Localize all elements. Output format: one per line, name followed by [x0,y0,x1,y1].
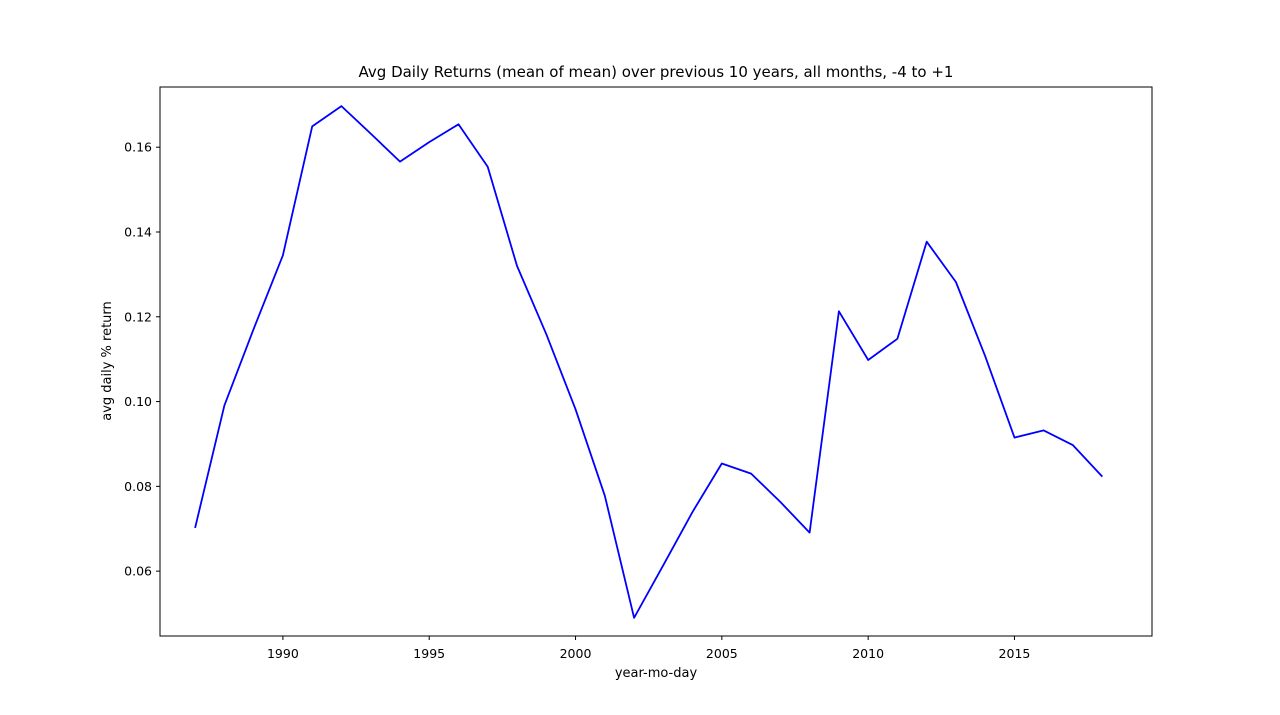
x-axis-label: year-mo-day [615,666,698,681]
x-axis: 1990 1995 2000 2005 2010 2015 [267,636,1030,661]
y-axis: 0.06 0.08 0.10 0.12 0.14 0.16 [124,140,160,579]
x-tick-label: 2005 [706,646,738,661]
plot-area-frame [159,86,1153,637]
x-tick-label: 2010 [852,646,884,661]
y-tick-label: 0.14 [124,224,152,239]
y-tick-label: 0.08 [124,479,152,494]
x-tick-label: 2015 [999,646,1031,661]
x-tick-label: 1995 [413,646,445,661]
y-tick-label: 0.06 [124,564,152,579]
y-tick-label: 0.10 [124,394,152,409]
y-tick-label: 0.16 [124,140,152,155]
series-line [194,105,1103,619]
y-axis-label: avg daily % return [100,301,115,421]
chart-title: Avg Daily Returns (mean of mean) over pr… [359,63,954,81]
x-tick-label: 2000 [560,646,592,661]
y-tick-label: 0.12 [124,309,152,324]
x-tick-label: 1990 [267,646,299,661]
